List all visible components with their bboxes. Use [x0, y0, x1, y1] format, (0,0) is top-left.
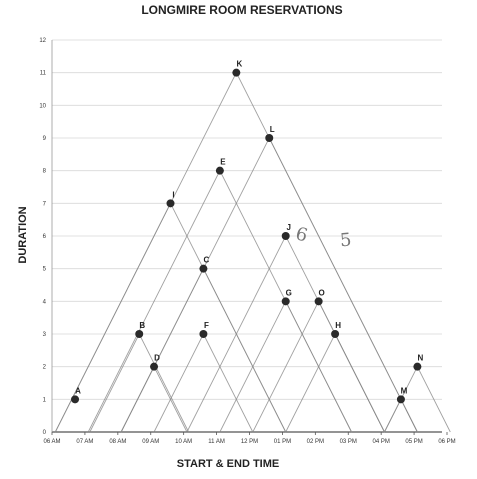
- pencil-triangle: [54, 202, 287, 433]
- y-tick-label: 9: [43, 136, 47, 142]
- x-tick-label: 02 PM: [307, 439, 324, 445]
- point-label: F: [204, 321, 209, 330]
- y-tick-label: 8: [43, 169, 47, 175]
- data-point: [281, 232, 290, 240]
- data-point: [135, 330, 144, 338]
- x-tick-labels: 06 AM 07 AM 08 AM 09 AM 10 AM 11 AM 12 PM 01 PM…: [43, 432, 456, 445]
- y-tick-label: 10: [39, 103, 46, 109]
- y-tick-label: 3: [43, 332, 47, 338]
- point-label: L: [270, 125, 275, 134]
- x-tick-label: 01 PM: [274, 439, 291, 445]
- x-tick-label: 11 AM: [208, 439, 225, 445]
- data-point: [199, 264, 208, 273]
- data-point: [199, 330, 208, 338]
- point-label: H: [335, 321, 341, 330]
- x-tick-label: 07 AM: [76, 439, 93, 445]
- x-tick-label: 06 PM: [438, 439, 455, 445]
- data-point: [281, 297, 290, 306]
- y-tick-label: 1: [43, 397, 47, 403]
- x-tick-label: 06 AM: [43, 439, 60, 445]
- data-point: [265, 134, 274, 142]
- y-tick-label: 6: [43, 234, 47, 240]
- y-tick-label: 5: [43, 267, 47, 273]
- data-point: [232, 68, 241, 77]
- data-point: [413, 362, 422, 371]
- data-point: [71, 395, 80, 404]
- data-point: [150, 362, 159, 371]
- pencil-triangle: [384, 398, 418, 433]
- point-label: D: [154, 354, 160, 363]
- x-axis-label: START & END TIME: [177, 458, 279, 470]
- pencil-triangle: [89, 332, 190, 433]
- point-label: A: [75, 386, 81, 395]
- y-tick-label: 0: [43, 430, 47, 436]
- data-point: [396, 395, 405, 404]
- pencil-triangle: [54, 71, 418, 433]
- x-tick-label: 08 AM: [109, 439, 126, 445]
- y-tick-label: 11: [40, 71, 47, 77]
- y-tick-label: 4: [43, 299, 47, 305]
- pencil-triangle: [153, 332, 254, 433]
- x-tick-label: 05 PM: [405, 439, 422, 445]
- pencil-triangle: [285, 332, 385, 433]
- point-label: B: [139, 321, 145, 330]
- point-label: I: [172, 190, 174, 199]
- point-label: J: [286, 223, 290, 232]
- x-tick-label: 03 PM: [340, 439, 357, 445]
- chart-title: LONGMIRE ROOM RESERVATIONS: [141, 3, 342, 17]
- handwritten-mark-6: 6: [293, 223, 309, 246]
- point-label: G: [286, 288, 292, 297]
- x-tick-label: 04 PM: [372, 439, 389, 445]
- point-label: N: [417, 354, 423, 363]
- data-point: [166, 199, 175, 208]
- point-label: M: [401, 386, 408, 395]
- point-label: E: [220, 158, 226, 167]
- x-tick-label: 10 AM: [175, 439, 192, 445]
- pencil-triangles: [54, 71, 451, 433]
- point-label: C: [204, 256, 210, 265]
- y-axis-label: DURATION: [17, 206, 29, 263]
- gridlines: [51, 39, 442, 433]
- point-label: K: [236, 60, 242, 69]
- y-tick-label: 2: [43, 365, 47, 371]
- data-point: [314, 297, 323, 306]
- data-point: [215, 166, 224, 175]
- y-tick-label: 12: [39, 38, 46, 44]
- data-points: A B D I F C E K L J G O H M N: [71, 60, 423, 404]
- point-label: O: [319, 288, 325, 297]
- pencil-triangle: [120, 136, 418, 433]
- data-point: [331, 330, 340, 338]
- x-tick-label: 09 AM: [142, 439, 159, 445]
- x-tick-label: 12 PM: [241, 439, 258, 445]
- y-tick-label: 7: [43, 201, 47, 207]
- handwritten-mark-5: 5: [339, 229, 352, 251]
